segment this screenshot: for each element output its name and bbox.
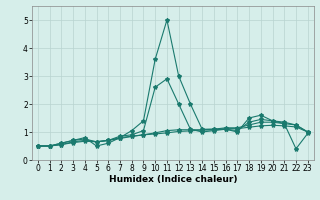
X-axis label: Humidex (Indice chaleur): Humidex (Indice chaleur) [108, 175, 237, 184]
